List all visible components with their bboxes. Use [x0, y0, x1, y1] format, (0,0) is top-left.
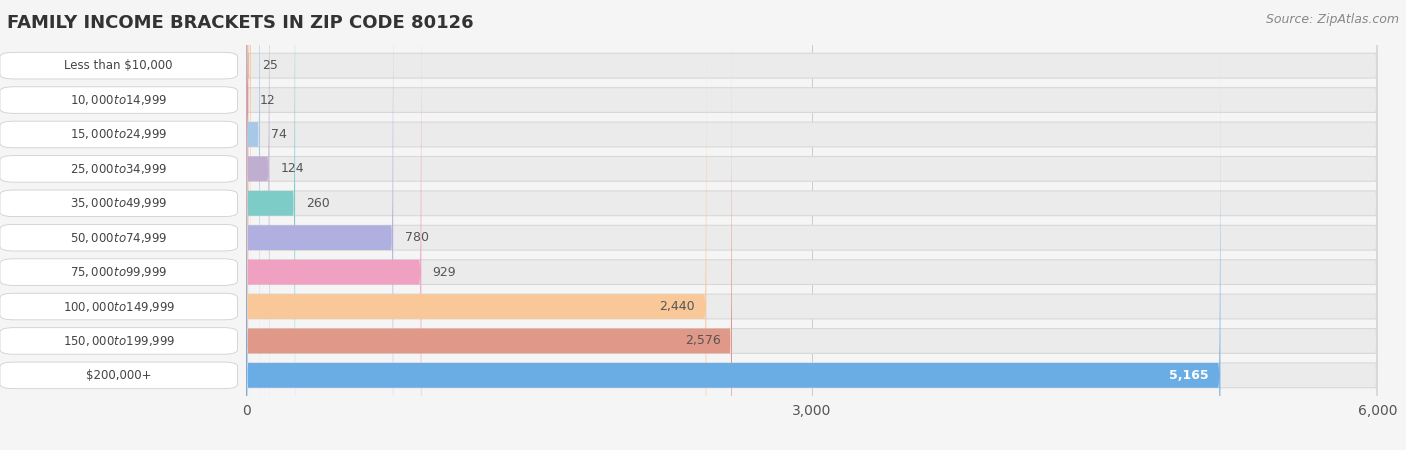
Text: $25,000 to $34,999: $25,000 to $34,999 [70, 162, 167, 176]
Text: 780: 780 [405, 231, 429, 244]
FancyBboxPatch shape [246, 0, 270, 450]
Text: $10,000 to $14,999: $10,000 to $14,999 [70, 93, 167, 107]
FancyBboxPatch shape [246, 44, 1378, 450]
FancyBboxPatch shape [246, 0, 250, 397]
FancyBboxPatch shape [246, 0, 394, 450]
FancyBboxPatch shape [246, 9, 733, 450]
FancyBboxPatch shape [246, 0, 1378, 450]
FancyBboxPatch shape [246, 0, 1378, 432]
Text: $100,000 to $149,999: $100,000 to $149,999 [62, 300, 174, 314]
Text: $35,000 to $49,999: $35,000 to $49,999 [70, 196, 167, 210]
Text: Less than $10,000: Less than $10,000 [65, 59, 173, 72]
FancyBboxPatch shape [246, 0, 422, 450]
Text: 25: 25 [262, 59, 278, 72]
FancyBboxPatch shape [246, 0, 1378, 450]
FancyBboxPatch shape [246, 0, 249, 432]
Text: 260: 260 [307, 197, 330, 210]
Text: 74: 74 [271, 128, 287, 141]
Text: $75,000 to $99,999: $75,000 to $99,999 [70, 265, 167, 279]
Text: $50,000 to $74,999: $50,000 to $74,999 [70, 231, 167, 245]
FancyBboxPatch shape [246, 0, 260, 450]
FancyBboxPatch shape [246, 9, 1378, 450]
Text: $200,000+: $200,000+ [86, 369, 152, 382]
FancyBboxPatch shape [246, 0, 1378, 450]
FancyBboxPatch shape [246, 0, 295, 450]
FancyBboxPatch shape [246, 0, 1378, 450]
Text: 5,165: 5,165 [1170, 369, 1209, 382]
Text: 2,576: 2,576 [685, 334, 721, 347]
Text: 929: 929 [433, 266, 456, 279]
Text: FAMILY INCOME BRACKETS IN ZIP CODE 80126: FAMILY INCOME BRACKETS IN ZIP CODE 80126 [7, 14, 474, 32]
Text: $150,000 to $199,999: $150,000 to $199,999 [62, 334, 174, 348]
FancyBboxPatch shape [246, 0, 1378, 397]
FancyBboxPatch shape [246, 0, 706, 450]
FancyBboxPatch shape [246, 0, 1378, 450]
Text: 124: 124 [281, 162, 304, 176]
FancyBboxPatch shape [246, 0, 1378, 450]
Text: Source: ZipAtlas.com: Source: ZipAtlas.com [1265, 14, 1399, 27]
Text: 2,440: 2,440 [659, 300, 695, 313]
Text: 12: 12 [260, 94, 276, 107]
FancyBboxPatch shape [246, 44, 1220, 450]
Text: $15,000 to $24,999: $15,000 to $24,999 [70, 127, 167, 141]
